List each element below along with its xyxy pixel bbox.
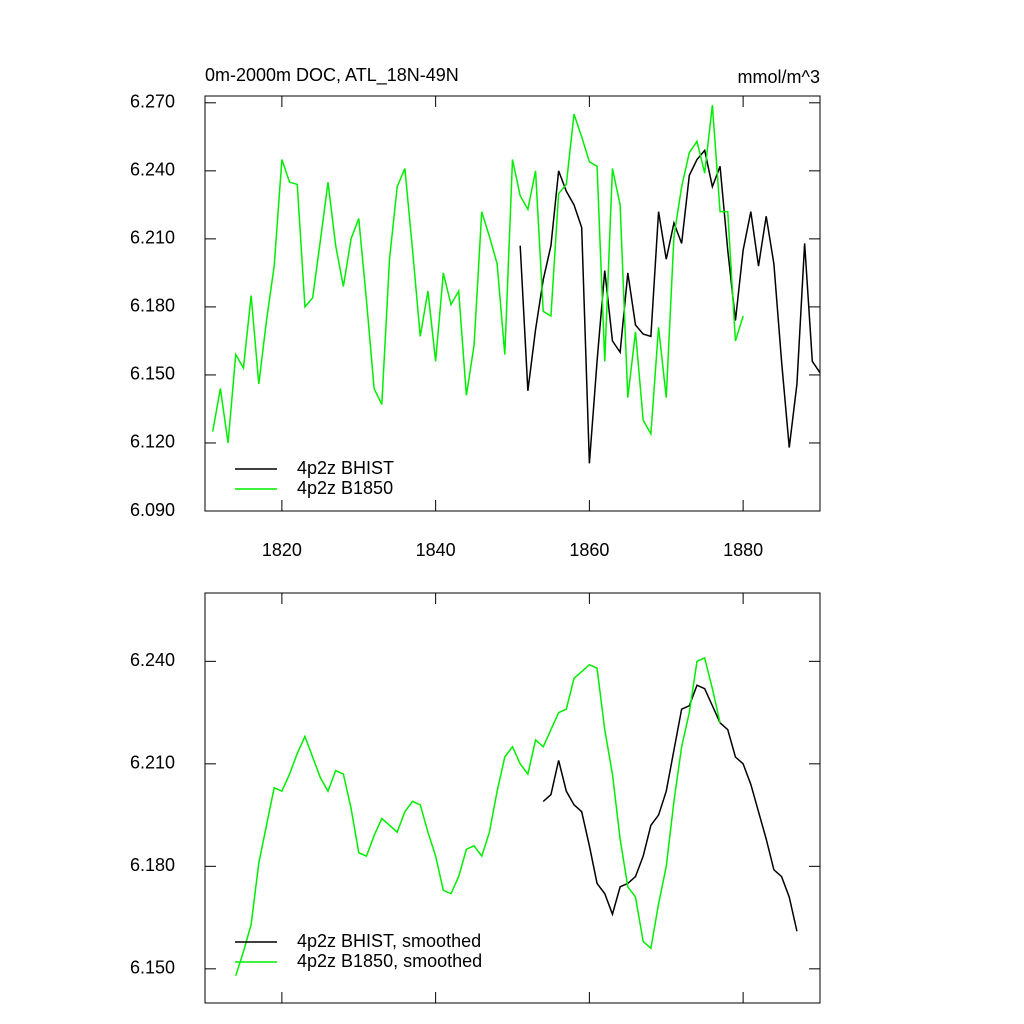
y-tick-label: 6.210 [130, 228, 175, 248]
y-tick-label: 6.150 [130, 958, 175, 978]
legend-label: 4p2z BHIST [297, 458, 394, 478]
plot-frame [204, 592, 821, 1004]
y-tick-label: 6.180 [130, 855, 175, 875]
y-tick-label: 6.210 [130, 753, 175, 773]
data-line [235, 656, 721, 976]
plot-frame [204, 95, 821, 512]
y-tick-label: 6.120 [130, 432, 175, 452]
data-line [542, 684, 798, 932]
legend-label: 4p2z B1850, smoothed [297, 951, 482, 971]
legend-label: 4p2z BHIST, smoothed [297, 931, 481, 951]
x-tick-label: 1880 [723, 540, 763, 560]
y-tick-label: 6.150 [130, 364, 175, 384]
data-line [519, 148, 821, 464]
data-line [211, 104, 744, 444]
y-tick-label: 6.090 [130, 500, 175, 520]
y-tick-label: 6.180 [130, 296, 175, 316]
units-label: mmol/m^3 [738, 67, 820, 87]
y-tick-label: 6.270 [130, 92, 175, 112]
x-tick-label: 1840 [416, 540, 456, 560]
x-tick-label: 1860 [569, 540, 609, 560]
y-tick-label: 6.240 [130, 650, 175, 670]
chart-title: 0m-2000m DOC, ATL_18N-49N [205, 65, 459, 86]
x-tick-label: 1820 [262, 540, 302, 560]
y-tick-label: 6.240 [130, 160, 175, 180]
legend-label: 4p2z B1850 [297, 478, 393, 498]
